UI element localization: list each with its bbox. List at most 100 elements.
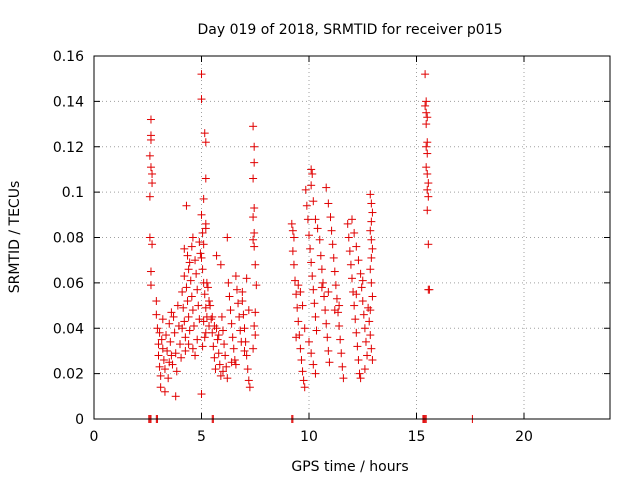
data-point xyxy=(249,235,258,244)
data-point xyxy=(178,287,187,296)
data-point xyxy=(421,70,430,79)
data-point xyxy=(198,342,207,351)
data-point xyxy=(307,181,316,190)
data-point xyxy=(244,376,253,385)
data-point xyxy=(212,251,221,260)
data-point xyxy=(368,208,377,217)
data-point xyxy=(181,346,190,355)
data-point xyxy=(146,163,155,172)
data-point xyxy=(368,356,377,365)
data-point xyxy=(332,294,341,303)
data-point xyxy=(307,349,316,358)
data-point xyxy=(240,346,249,355)
data-point xyxy=(167,308,176,317)
data-point xyxy=(292,333,301,342)
data-point xyxy=(345,247,354,256)
data-point xyxy=(152,297,161,306)
data-point xyxy=(219,326,227,335)
data-point xyxy=(191,351,200,360)
data-point xyxy=(251,260,260,269)
data-point xyxy=(146,281,155,290)
data-point xyxy=(148,179,157,188)
data-point xyxy=(145,151,154,160)
data-point xyxy=(170,328,179,337)
data-point xyxy=(338,362,347,371)
data-point xyxy=(158,344,167,353)
data-point xyxy=(200,333,209,342)
data-point xyxy=(288,226,297,235)
data-point xyxy=(364,303,373,312)
data-point xyxy=(214,331,223,340)
data-point xyxy=(180,244,189,253)
data-point xyxy=(229,344,238,353)
data-point xyxy=(221,351,230,360)
data-point xyxy=(157,335,166,344)
data-point xyxy=(365,317,374,326)
data-point xyxy=(424,285,433,294)
data-point xyxy=(363,351,372,360)
data-point xyxy=(198,265,207,274)
data-point xyxy=(197,390,206,399)
data-point xyxy=(148,240,157,249)
data-point xyxy=(321,306,330,315)
data-point xyxy=(291,276,300,285)
data-point xyxy=(309,197,318,206)
data-point xyxy=(222,362,231,371)
data-point xyxy=(294,281,303,290)
data-point xyxy=(181,333,190,342)
data-point xyxy=(239,310,248,319)
data-point xyxy=(325,358,334,367)
data-point xyxy=(188,306,197,315)
data-point xyxy=(330,306,339,315)
data-point xyxy=(292,290,301,299)
data-point xyxy=(323,333,332,342)
data-point xyxy=(171,392,180,401)
data-point xyxy=(294,317,303,326)
data-point xyxy=(328,240,337,249)
data-point xyxy=(158,315,167,324)
data-point xyxy=(201,174,210,183)
data-point xyxy=(359,310,368,319)
data-points xyxy=(144,70,477,423)
data-point xyxy=(250,242,259,251)
data-point xyxy=(298,301,307,310)
data-point xyxy=(199,194,208,203)
data-point xyxy=(219,367,227,376)
data-point xyxy=(313,224,322,233)
data-point xyxy=(234,299,243,308)
data-point xyxy=(424,179,433,188)
data-point xyxy=(354,256,363,265)
data-point xyxy=(223,233,232,242)
data-point xyxy=(423,149,432,158)
data-point xyxy=(146,135,155,144)
data-point xyxy=(352,290,361,299)
data-point xyxy=(249,344,258,353)
data-point xyxy=(211,365,220,374)
data-point xyxy=(224,278,233,287)
data-point xyxy=(154,340,163,349)
data-point xyxy=(226,306,235,315)
data-point xyxy=(317,265,326,274)
data-point xyxy=(231,272,240,281)
data-point xyxy=(422,120,431,129)
y-tick-label: 0.06 xyxy=(53,276,84,292)
data-point xyxy=(322,183,331,192)
data-point xyxy=(367,199,376,208)
data-point xyxy=(235,312,244,321)
data-point xyxy=(317,283,326,292)
data-point xyxy=(208,328,217,337)
data-point xyxy=(203,283,212,292)
data-point xyxy=(423,206,432,215)
data-point xyxy=(182,201,191,210)
data-point xyxy=(358,276,367,285)
data-point xyxy=(301,185,310,194)
data-point xyxy=(160,387,169,396)
data-point xyxy=(249,122,258,131)
data-point xyxy=(183,297,192,306)
data-point xyxy=(167,351,176,360)
data-point xyxy=(320,292,329,301)
data-point xyxy=(145,233,154,242)
data-point xyxy=(145,192,154,201)
data-point xyxy=(227,358,236,367)
data-point xyxy=(303,215,312,224)
